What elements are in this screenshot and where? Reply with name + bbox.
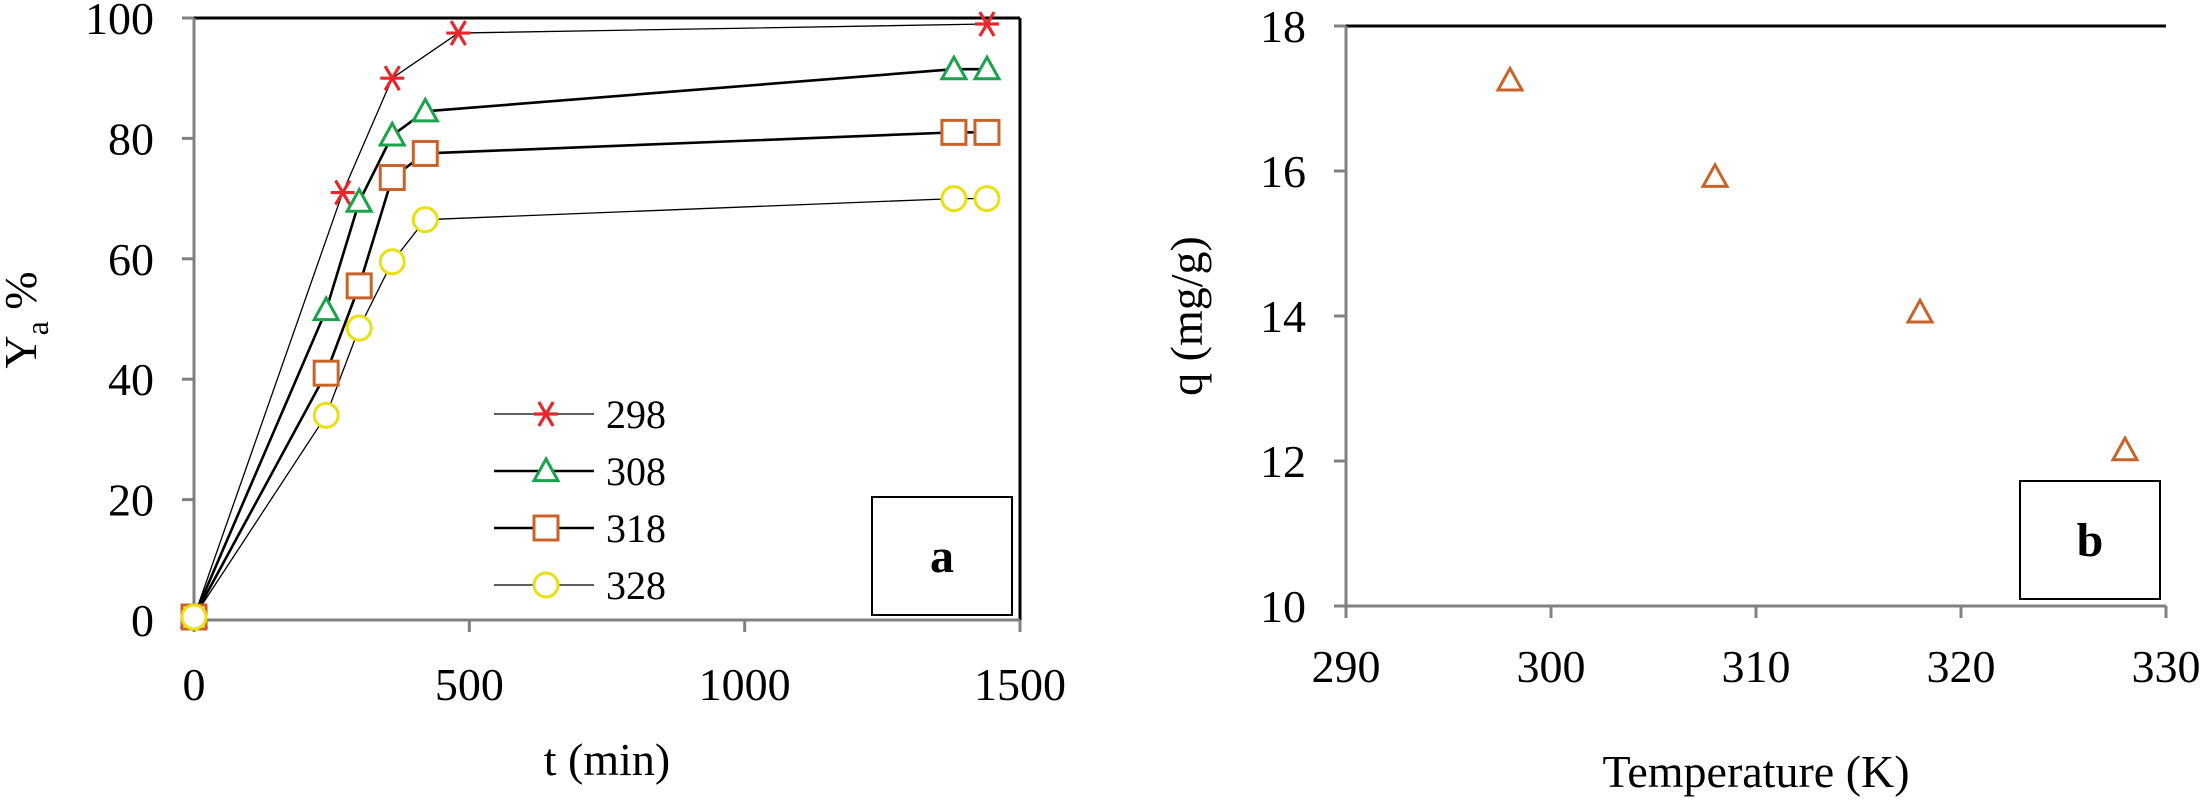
legend-marker-328 [532,571,560,599]
legend-marker-308 [531,455,561,483]
legend-marker-318 [532,514,560,542]
panel-b-series [1495,65,2140,462]
legend-label-308: 308 [606,449,666,494]
series-308-point [972,54,1002,81]
legend-marker-298 [534,401,558,427]
series-298-point [380,65,405,92]
panel-a-x-axis-title: t (min) [544,734,670,785]
scatter-point [1700,161,1730,188]
series-308-point [311,294,341,322]
series-318-point [378,164,406,192]
scatter-point [2110,435,2140,462]
legend-label-298: 298 [606,392,666,437]
panel-a-y-axis-title-main: Y [0,335,46,368]
panel-b-x-tick-label: 300 [1517,641,1586,692]
panel-b-y-tick-label: 18 [1260,1,1306,52]
series-328-point [345,314,373,342]
series-328-line [193,197,987,618]
panel-b-y-tick-label: 10 [1260,581,1306,632]
panel-b-y-ticks: 10 12 14 16 18 [1260,1,1346,632]
series-298-point [446,20,471,46]
series-318-point [973,118,1001,146]
panel-a-y-tick-label: 80 [108,113,154,164]
panel-a-y-tick-label: 0 [131,595,154,646]
panel-a-y-tick-label: 40 [108,354,154,405]
series-328-point [180,603,208,631]
series-318-point [312,359,340,387]
panel-a-y-axis-title: Ya % [0,271,55,368]
panel-b-y-tick-label: 14 [1260,291,1306,342]
series-328-point [411,206,439,234]
panel-a-x-tick-label: 1000 [699,659,791,710]
panel-a-y-ticks: 0 20 40 60 80 100 [85,0,194,646]
series-328-point [973,185,1001,213]
panel-a-x-tick-label: 1500 [974,659,1066,710]
panel-b-x-ticks: 290 300 310 320 330 [1312,606,2201,692]
series-328-point [378,248,406,276]
panel-a-x-tick-label: 500 [435,659,504,710]
panel-a-label: a [930,530,954,583]
panel-a-x-ticks: 0 500 1000 1500 [183,620,1066,710]
series-308-point [377,120,407,147]
series-308-point [344,186,374,213]
panel-a-y-axis-title-unit: % [0,271,46,321]
panel-a-y-tick-label: 100 [85,0,154,44]
panel-a-x-tick-label: 0 [183,659,206,710]
series-318-point [411,139,439,167]
panel-b-y-axis-title: q (mg/g) [1161,236,1212,396]
scatter-point [1905,297,1935,324]
legend-label-318: 318 [606,506,666,551]
panel-a-chart: 0 500 1000 1500 0 20 40 60 80 100 t (min) Ya % 2… [0,0,1066,785]
panel-b-x-tick-label: 320 [1927,641,1996,692]
panel-a-y-tick-label: 60 [108,234,154,285]
series-318-point [940,118,968,146]
panel-b-x-axis-title: Temperature (K) [1602,746,1909,797]
panel-a-legend: 298 308 318 328 [494,392,666,608]
series-308-point [410,96,440,123]
panel-b-label: b [2077,514,2104,567]
panel-a-y-axis-title-subscript: a [19,321,55,335]
series-318-point [345,272,373,300]
series-298-point [974,11,999,37]
panel-b-chart: 290 300 310 320 330 10 12 14 16 18 Temperature (… [1161,1,2201,797]
panel-b-y-tick-label: 12 [1260,436,1306,487]
series-308-point [939,54,969,81]
panel-b-x-tick-label: 310 [1722,641,1791,692]
panel-b-y-tick-label: 16 [1260,146,1306,197]
panel-a-label-box [871,496,1013,616]
panel-b-x-tick-label: 330 [2132,641,2201,692]
series-328-point [940,185,968,213]
panel-a-series [179,11,1002,631]
panel-a-y-tick-label: 20 [108,475,154,526]
series-328-point [312,401,340,429]
series-298-point [330,179,355,206]
legend-label-328: 328 [606,563,666,608]
scatter-point [1495,65,1525,92]
panel-b-x-tick-label: 290 [1312,641,1381,692]
panel-b-label-box [2019,480,2161,600]
series-308-line [192,67,987,618]
